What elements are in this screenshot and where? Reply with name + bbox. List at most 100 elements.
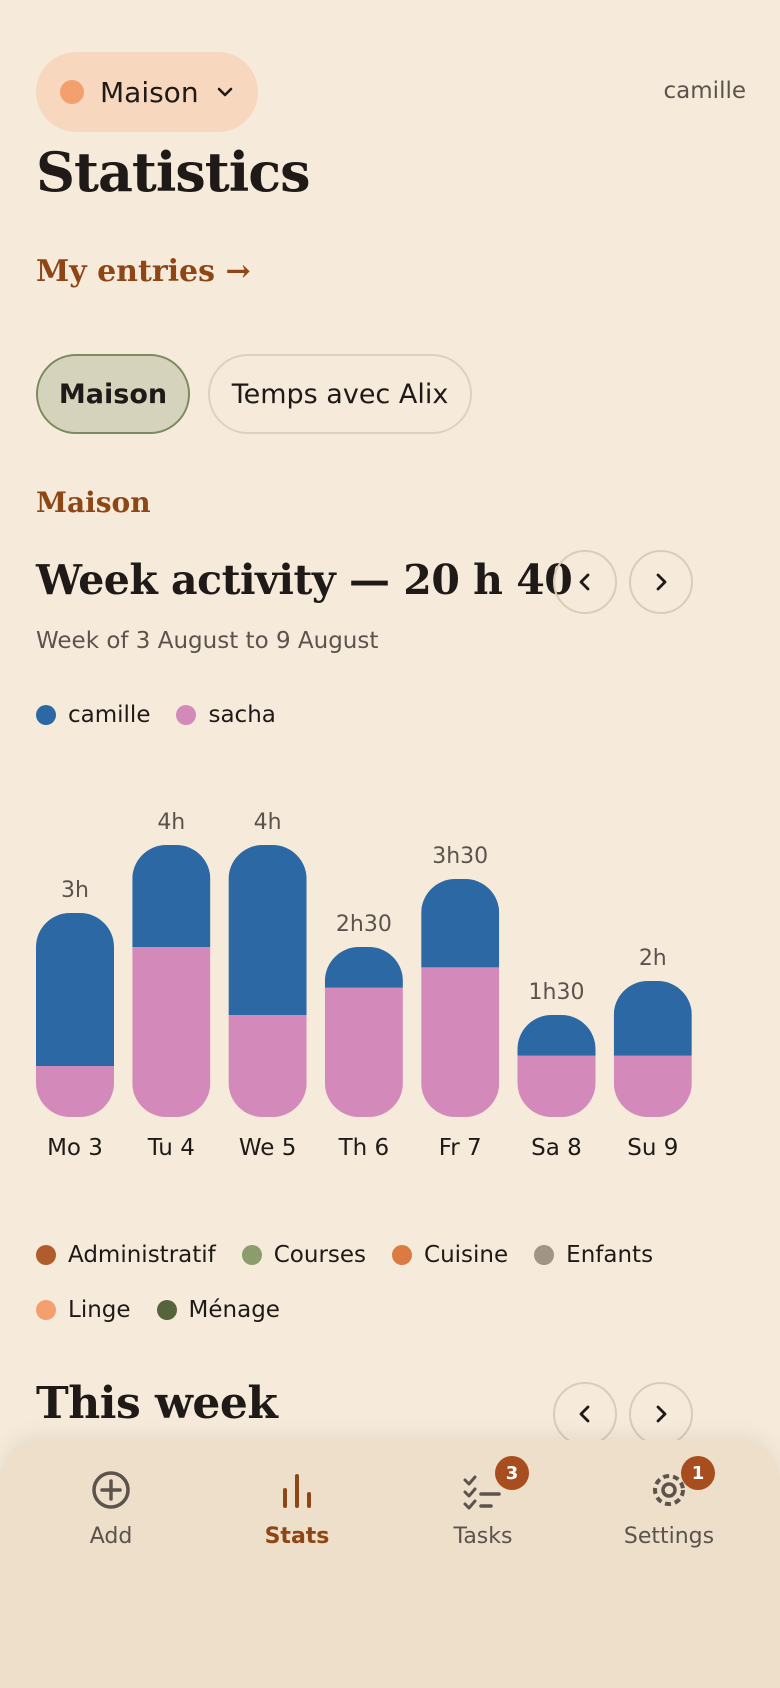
day-label: Sa 8 — [531, 1135, 582, 1161]
bar-0 — [36, 913, 114, 1117]
legend-label: Ménage — [188, 1297, 280, 1323]
bar-segment-sacha — [36, 1066, 114, 1117]
section-label: Maison — [36, 486, 151, 519]
day-label: We 5 — [239, 1135, 297, 1161]
legend-dot — [241, 1245, 262, 1265]
chevron-down-icon — [217, 87, 232, 97]
bar-segment-sacha — [613, 1055, 692, 1117]
page-title: Statistics — [36, 140, 311, 204]
category-legend-row-2: Linge Ménage — [36, 1297, 306, 1323]
settings-badge: 1 — [681, 1456, 715, 1490]
week-range: Week of 3 August to 9 August — [36, 628, 379, 654]
nav-label: Add — [89, 1524, 133, 1549]
day-label: Tu 4 — [147, 1135, 195, 1161]
bar-segment-camille — [132, 845, 211, 947]
nav-stats[interactable]: Stats — [217, 1468, 377, 1549]
household-selector[interactable]: Maison — [36, 52, 258, 132]
legend-dot — [36, 1300, 56, 1320]
bar-segment-sacha — [324, 987, 403, 1117]
this-week-next-button[interactable] — [629, 1382, 693, 1446]
bar-chart-icon — [283, 1474, 311, 1508]
add-circle-icon — [92, 1471, 130, 1509]
legend-dot — [392, 1245, 413, 1265]
bar-6 — [613, 981, 692, 1117]
legend-item-menage: Ménage — [156, 1297, 280, 1323]
legend-item-courses: Courses — [241, 1242, 367, 1268]
bar-total-label: 3h — [61, 878, 89, 903]
previous-week-button[interactable] — [553, 550, 617, 614]
legend-dot — [36, 705, 56, 725]
legend-label: Linge — [68, 1297, 131, 1323]
legend-item-camille: camille — [36, 702, 150, 728]
current-user[interactable]: camille — [663, 78, 746, 104]
bar-total-label: 3h30 — [432, 844, 488, 869]
nav-settings[interactable]: 1 Settings — [589, 1456, 749, 1549]
nav-label: Stats — [264, 1524, 330, 1549]
legend-dot — [534, 1245, 555, 1265]
legend-label: Cuisine — [424, 1242, 509, 1268]
chevron-left-icon — [579, 573, 590, 591]
checklist-icon — [463, 1475, 501, 1510]
bar-2 — [228, 845, 307, 1117]
bar-segment-camille — [324, 947, 403, 988]
legend-label: camille — [68, 702, 151, 728]
bar-total-label: 1h30 — [529, 980, 585, 1005]
legend-label: Enfants — [566, 1242, 654, 1268]
week-activity-chart: 3h Mo 3 4h Tu 4 4h We 5 2h30 Th 6 3h30 Fr 7 1h30 Sa… — [36, 810, 692, 1161]
legend-dot — [156, 1300, 177, 1320]
nav-tasks[interactable]: 3 Tasks — [403, 1456, 563, 1549]
bar-1 — [132, 845, 211, 1117]
tab-temps-avec-alix[interactable]: Temps avec Alix — [208, 354, 472, 434]
day-label: Fr 7 — [439, 1135, 482, 1161]
bar-4 — [421, 879, 500, 1117]
day-label: Mo 3 — [47, 1135, 103, 1161]
nav-label: Settings — [623, 1524, 715, 1549]
tasks-badge: 3 — [495, 1456, 529, 1490]
week-activity-title: Week activity — 20 h 40 — [36, 556, 573, 604]
legend-item-linge: Linge — [36, 1297, 131, 1323]
nav-add[interactable]: Add — [31, 1468, 191, 1549]
legend-label: sacha — [208, 702, 276, 728]
day-label: Su 9 — [627, 1135, 678, 1161]
category-legend-row-1: Administratif Courses Cuisine Enfants — [36, 1242, 679, 1268]
user-legend: camille sacha — [36, 702, 302, 728]
legend-item-enfants: Enfants — [534, 1242, 653, 1268]
bottom-navigation: Add Stats 3 Tasks 1 Settings — [0, 1440, 780, 1688]
bar-total-label: 2h30 — [336, 912, 392, 937]
this-week-previous-button[interactable] — [553, 1382, 617, 1446]
legend-label: Courses — [273, 1242, 367, 1268]
legend-dot — [36, 1245, 56, 1265]
legend-dot — [176, 705, 197, 725]
bar-total-label: 4h — [157, 810, 185, 835]
bar-segment-sacha — [421, 967, 500, 1117]
bar-5 — [517, 1015, 596, 1117]
household-name: Maison — [100, 75, 199, 109]
chevron-right-icon — [656, 1405, 667, 1423]
bar-segment-camille — [517, 1015, 596, 1056]
bar-segment-sacha — [517, 1055, 596, 1117]
bar-segment-camille — [421, 879, 500, 968]
chevron-left-icon — [579, 1405, 590, 1423]
legend-item-sacha: sacha — [176, 702, 276, 728]
legend-item-cuisine: Cuisine — [392, 1242, 508, 1268]
household-color-dot — [60, 80, 84, 104]
bar-segment-camille — [613, 981, 692, 1056]
bar-segment-sacha — [228, 1015, 307, 1117]
chevron-right-icon — [656, 573, 667, 591]
bar-segment-sacha — [132, 947, 211, 1117]
this-week-title: This week — [36, 1378, 278, 1429]
gear-icon — [653, 1474, 685, 1506]
bar-3 — [324, 947, 403, 1117]
nav-label: Tasks — [453, 1524, 513, 1549]
tab-maison[interactable]: Maison — [36, 354, 190, 434]
next-week-button[interactable] — [629, 550, 693, 614]
my-entries-link[interactable]: My entries → — [36, 254, 251, 289]
settings-icon-wrap: 1 — [647, 1456, 715, 1512]
bar-segment-camille — [36, 913, 114, 1066]
legend-item-administratif: Administratif — [36, 1242, 216, 1268]
bar-segment-camille — [228, 845, 307, 1015]
legend-label: Administratif — [68, 1242, 216, 1268]
bar-total-label: 2h — [639, 946, 667, 971]
day-label: Th 6 — [338, 1135, 390, 1161]
tasks-icon-wrap: 3 — [461, 1456, 529, 1512]
